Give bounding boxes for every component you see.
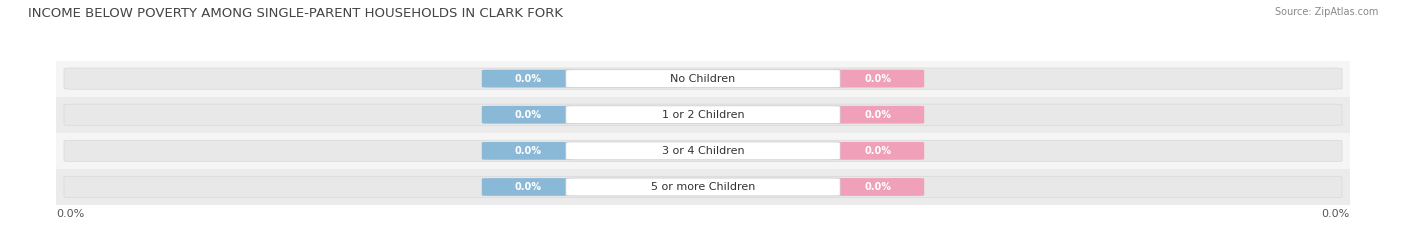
FancyBboxPatch shape bbox=[831, 142, 924, 160]
Text: 0.0%: 0.0% bbox=[515, 182, 541, 192]
Bar bbox=[56, 61, 1350, 97]
FancyBboxPatch shape bbox=[831, 70, 924, 88]
FancyBboxPatch shape bbox=[65, 140, 1341, 161]
Bar bbox=[56, 169, 1350, 205]
Text: 0.0%: 0.0% bbox=[865, 182, 891, 192]
Text: 1 or 2 Children: 1 or 2 Children bbox=[662, 110, 744, 120]
FancyBboxPatch shape bbox=[65, 176, 1341, 198]
Text: No Children: No Children bbox=[671, 74, 735, 84]
Text: 0.0%: 0.0% bbox=[1322, 209, 1350, 219]
Text: 0.0%: 0.0% bbox=[865, 110, 891, 120]
Bar bbox=[56, 133, 1350, 169]
Text: INCOME BELOW POVERTY AMONG SINGLE-PARENT HOUSEHOLDS IN CLARK FORK: INCOME BELOW POVERTY AMONG SINGLE-PARENT… bbox=[28, 7, 564, 20]
FancyBboxPatch shape bbox=[482, 142, 575, 160]
FancyBboxPatch shape bbox=[482, 106, 575, 124]
FancyBboxPatch shape bbox=[65, 68, 1341, 89]
Text: 0.0%: 0.0% bbox=[515, 74, 541, 84]
FancyBboxPatch shape bbox=[565, 178, 841, 196]
FancyBboxPatch shape bbox=[565, 106, 841, 124]
Text: 5 or more Children: 5 or more Children bbox=[651, 182, 755, 192]
Text: 0.0%: 0.0% bbox=[865, 146, 891, 156]
Text: Source: ZipAtlas.com: Source: ZipAtlas.com bbox=[1274, 7, 1378, 17]
FancyBboxPatch shape bbox=[65, 104, 1341, 125]
FancyBboxPatch shape bbox=[565, 70, 841, 88]
Bar bbox=[56, 97, 1350, 133]
FancyBboxPatch shape bbox=[831, 178, 924, 196]
Text: 0.0%: 0.0% bbox=[515, 110, 541, 120]
Text: 0.0%: 0.0% bbox=[515, 146, 541, 156]
Text: 0.0%: 0.0% bbox=[56, 209, 84, 219]
Text: 0.0%: 0.0% bbox=[865, 74, 891, 84]
FancyBboxPatch shape bbox=[831, 106, 924, 124]
FancyBboxPatch shape bbox=[482, 70, 575, 88]
FancyBboxPatch shape bbox=[482, 178, 575, 196]
Text: 3 or 4 Children: 3 or 4 Children bbox=[662, 146, 744, 156]
FancyBboxPatch shape bbox=[565, 142, 841, 160]
